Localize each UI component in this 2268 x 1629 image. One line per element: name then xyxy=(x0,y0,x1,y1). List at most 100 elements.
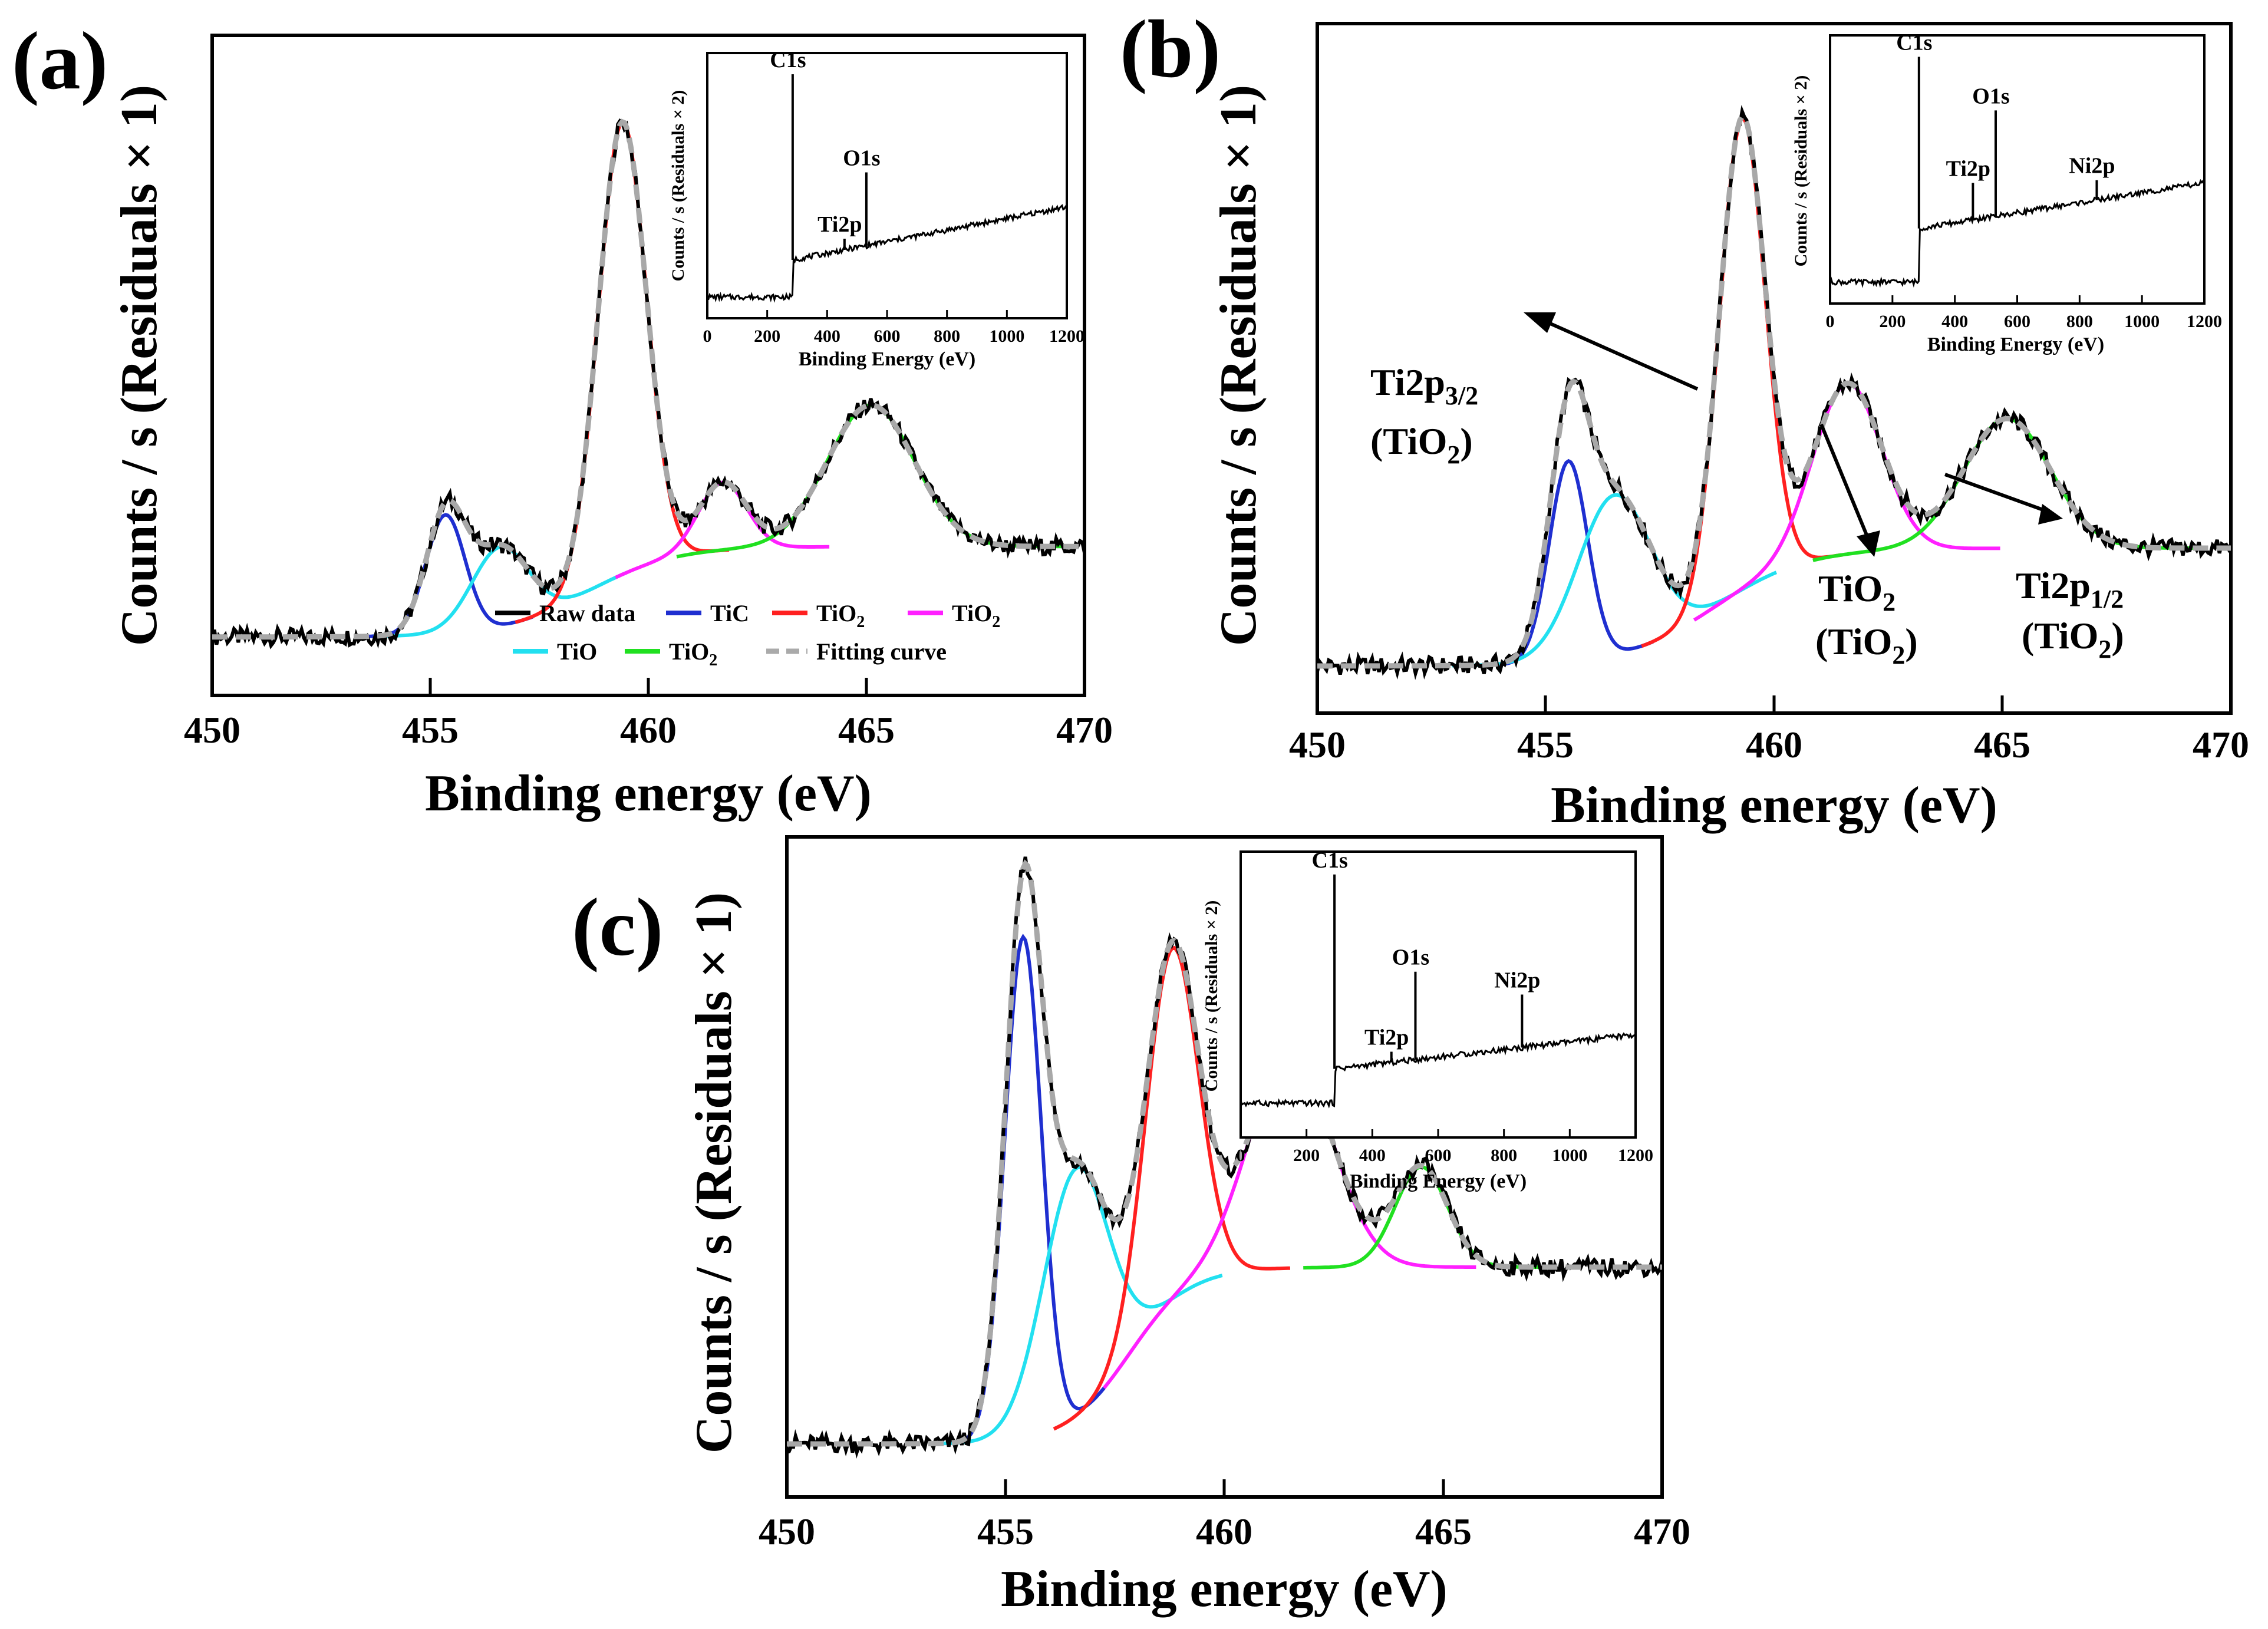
inset-x-tick-label: 1000 xyxy=(1552,1146,1587,1165)
panel-c-curves xyxy=(786,856,1664,1459)
legend-label-fitting-curve: Fitting curve xyxy=(816,638,947,665)
panel-a-inset-spectrum: C1s Ti2p O1s xyxy=(707,48,1067,303)
inset-x-tick-label: 1200 xyxy=(1049,327,1084,346)
panel-c-x-tick-label: 460 xyxy=(1196,1511,1252,1552)
panel-a-x-tick-label: 460 xyxy=(620,709,677,751)
legend-label-tio2-magenta: TiO2 xyxy=(952,600,1000,631)
inset-x-tick-label: 800 xyxy=(1491,1146,1517,1165)
panel-b-inset-spectrum: C1s Ti2p O1s Ni2p xyxy=(1829,30,2206,288)
panel-a-inset: C1s Ti2p O1s Counts / s (Residuals × 2) Bi… xyxy=(668,48,1084,370)
panel-c-x-tick-label: 450 xyxy=(759,1511,815,1552)
annotation-tio2: TiO2 xyxy=(1818,568,1896,616)
inset-x-tick-label: 1000 xyxy=(2124,312,2160,331)
panel-c-x-ticks: 450 455 460 465 470 xyxy=(759,1479,1690,1552)
panel-a-label: (a) xyxy=(12,15,108,107)
inset-peak-label-c1s: C1s xyxy=(1312,848,1348,873)
arrow-ti2p12 xyxy=(1944,473,2052,515)
panel-a-inset-frame xyxy=(706,52,1068,319)
panel-a-x-tick-label: 465 xyxy=(838,709,895,751)
legend-label-tio2-green: TiO2 xyxy=(669,638,717,670)
annotation-ti2p12-phase: (TiO2) xyxy=(2022,615,2124,664)
fitting-curve-line xyxy=(212,118,1084,640)
inset-x-tick-label: 200 xyxy=(754,327,780,346)
panel-b-x-axis-label: Binding energy (eV) xyxy=(1551,777,1997,834)
inset-x-tick-label: 0 xyxy=(703,327,712,346)
inset-x-tick-label: 800 xyxy=(934,327,960,346)
inset-x-tick-label: 200 xyxy=(1879,312,1906,331)
peak-tic-0 xyxy=(358,513,533,638)
panel-b-x-ticks: 450 455 460 465 470 xyxy=(1289,695,2249,766)
inset-x-tick-label: 0 xyxy=(1826,312,1835,331)
inset-x-tick-label: 600 xyxy=(874,327,901,346)
annotation-ti2p32: Ti2p3/2 xyxy=(1370,361,1478,410)
inset-peak-label-ti2p: Ti2p xyxy=(817,212,862,237)
inset-peak-label-o1s: O1s xyxy=(1972,84,2009,108)
panel-b-inset-frame xyxy=(1829,34,2206,305)
panel-c-inset-x-label: Binding Energy (eV) xyxy=(1350,1170,1527,1192)
peak-tio2-2 xyxy=(1641,116,1843,648)
panel-b-x-tick-label: 460 xyxy=(1746,724,1802,766)
panel-c-inset-frame xyxy=(1240,850,1637,1139)
inset-x-tick-label: 600 xyxy=(1425,1146,1452,1165)
panel-b-x-tick-label: 455 xyxy=(1517,724,1574,766)
panel-b-x-tick-label: 465 xyxy=(1974,724,2030,766)
inset-survey-line xyxy=(1829,179,2206,288)
legend-label-tio: TiO xyxy=(557,638,597,665)
inset-peak-label-o1s: O1s xyxy=(843,146,880,171)
arrowhead-ti2p12 xyxy=(2038,504,2063,525)
panel-a-curves xyxy=(210,118,1086,649)
panel-c-x-tick-label: 470 xyxy=(1634,1511,1690,1552)
panel-c-label: (c) xyxy=(572,882,663,973)
panel-c-x-tick-label: 455 xyxy=(977,1511,1034,1552)
panel-a-inset-x-label: Binding Energy (eV) xyxy=(799,348,975,370)
legend-label-tio2-red: TiO2 xyxy=(816,600,865,631)
arrowhead-ti2p32 xyxy=(1524,312,1556,333)
inset-survey-line xyxy=(1240,1032,1636,1109)
inset-x-tick-label: 600 xyxy=(2004,312,2030,331)
panel-b-x-tick-label: 470 xyxy=(2193,724,2249,766)
inset-peak-label-ni2p: Ni2p xyxy=(1494,968,1540,993)
inset-x-tick-label: 1000 xyxy=(989,327,1024,346)
panel-c: (c) 450 455 460 465 470 Binding energy (… xyxy=(572,835,1690,1618)
inset-x-tick-label: 400 xyxy=(1359,1146,1386,1165)
peak-tio2-2 xyxy=(515,120,730,624)
inset-peak-label-o1s: O1s xyxy=(1392,945,1429,970)
panel-c-y-axis-label: Counts / s (Residuals × 1) xyxy=(685,892,743,1453)
fitting-curve-line xyxy=(1317,113,2231,669)
peak-tio2-3 xyxy=(615,480,830,579)
annotation-ti2p32-phase: (TiO2) xyxy=(1370,420,1473,469)
panel-c-inset-spectrum: C1s Ti2p O1s Ni2p xyxy=(1240,848,1636,1109)
inset-x-tick-label: 400 xyxy=(1941,312,1968,331)
peak-tic-0 xyxy=(1484,459,1654,667)
panel-a-x-tick-label: 455 xyxy=(402,709,459,751)
panel-b-inset: C1s Ti2p O1s Ni2p Counts / s (Residuals × 2… xyxy=(1791,30,2222,355)
inset-x-tick-label: 800 xyxy=(2066,312,2093,331)
panel-c-x-axis-label: Binding energy (eV) xyxy=(1001,1561,1448,1618)
fitting-curve-line xyxy=(787,859,1662,1447)
panel-b: (b) 450 455 460 465 470 Binding energy (… xyxy=(1120,4,2249,834)
panel-a-y-axis-label: Counts / s (Residuals × 1) xyxy=(111,85,168,646)
arrow-tio2 xyxy=(1819,423,1870,540)
inset-x-tick-label: 1200 xyxy=(1618,1146,1653,1165)
inset-peak-label-ti2p: Ti2p xyxy=(1364,1025,1409,1050)
panel-a-x-ticks: 450 455 460 465 470 xyxy=(184,678,1113,751)
panel-a-inset-x-ticks: 0 200 400 600 800 1000 1200 xyxy=(703,310,1084,346)
panel-b-curves xyxy=(1316,105,2233,680)
inset-x-tick-label: 200 xyxy=(1293,1146,1320,1165)
panel-a: (a) 450 455 460 465 470 Binding energy (… xyxy=(12,15,1113,822)
arrow-ti2p32 xyxy=(1537,316,1699,391)
panel-b-inset-x-label: Binding Energy (eV) xyxy=(1927,334,2104,355)
panel-b-label: (b) xyxy=(1120,4,1221,95)
inset-peak-label-ni2p: Ni2p xyxy=(2069,154,2115,179)
panel-a-x-tick-label: 470 xyxy=(1056,709,1113,751)
panel-a-inset-y-label: Counts / s (Residuals × 2) xyxy=(668,90,688,282)
panel-b-inset-x-ticks: 0 200 400 600 800 1000 1200 xyxy=(1826,295,2222,331)
peak-tio2-4 xyxy=(676,403,1065,559)
inset-x-tick-label: 400 xyxy=(814,327,840,346)
panel-c-inset: C1s Ti2p O1s Ni2p Counts / s (Residuals × 2… xyxy=(1202,848,1653,1192)
panel-b-annotations: Ti2p3/2 (TiO2) TiO2 (TiO2) Ti2p1/2 (TiO2… xyxy=(1370,312,2124,670)
annotation-ti2p12: Ti2p1/2 xyxy=(2016,565,2124,614)
peak-tio-1 xyxy=(929,1165,1223,1446)
inset-survey-line xyxy=(707,204,1067,303)
